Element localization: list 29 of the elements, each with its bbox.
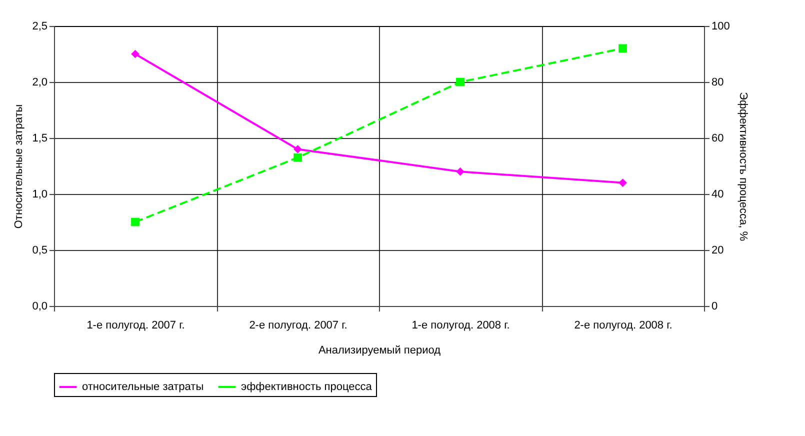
y-tick-label: 0,0: [32, 300, 48, 312]
y2-tick-label: 0: [712, 300, 718, 312]
point: [618, 44, 627, 53]
x-tick-label: 1-е полугод. 2008 г.: [412, 320, 510, 332]
y-tick-label: 1,0: [32, 188, 48, 200]
point: [294, 153, 302, 162]
y2-axis-title: Эффективность процесса, %: [736, 92, 749, 242]
legend-label: относительные затраты: [82, 381, 204, 393]
point: [131, 50, 140, 58]
y2-tick-label: 100: [712, 20, 730, 32]
y-tick-label: 1,5: [32, 132, 48, 144]
x-tick-label: 2-е полугод. 2008 г.: [574, 320, 672, 332]
point: [131, 218, 140, 226]
point: [618, 178, 627, 187]
y2-tick-label: 20: [712, 244, 724, 256]
x-tick-label: 1-е полугод. 2007 г.: [86, 320, 185, 332]
y2-tick-label: 80: [712, 76, 724, 88]
point: [456, 78, 464, 86]
legend-label: эффективность процесса: [241, 381, 373, 393]
point: [456, 167, 464, 176]
y-tick-label: 2,5: [32, 20, 48, 32]
y2-tick-label: 40: [712, 188, 724, 200]
point: [294, 145, 302, 154]
x-axis-title: Анализируемый период: [318, 344, 442, 356]
y2-tick-label: 60: [712, 132, 724, 144]
x-tick-label: 2-е полугод. 2007 г.: [249, 320, 348, 332]
y-axis-title: Относительные затраты: [13, 104, 26, 229]
y-tick-label: 0,5: [32, 244, 48, 256]
y-tick-label: 2,0: [32, 76, 48, 88]
